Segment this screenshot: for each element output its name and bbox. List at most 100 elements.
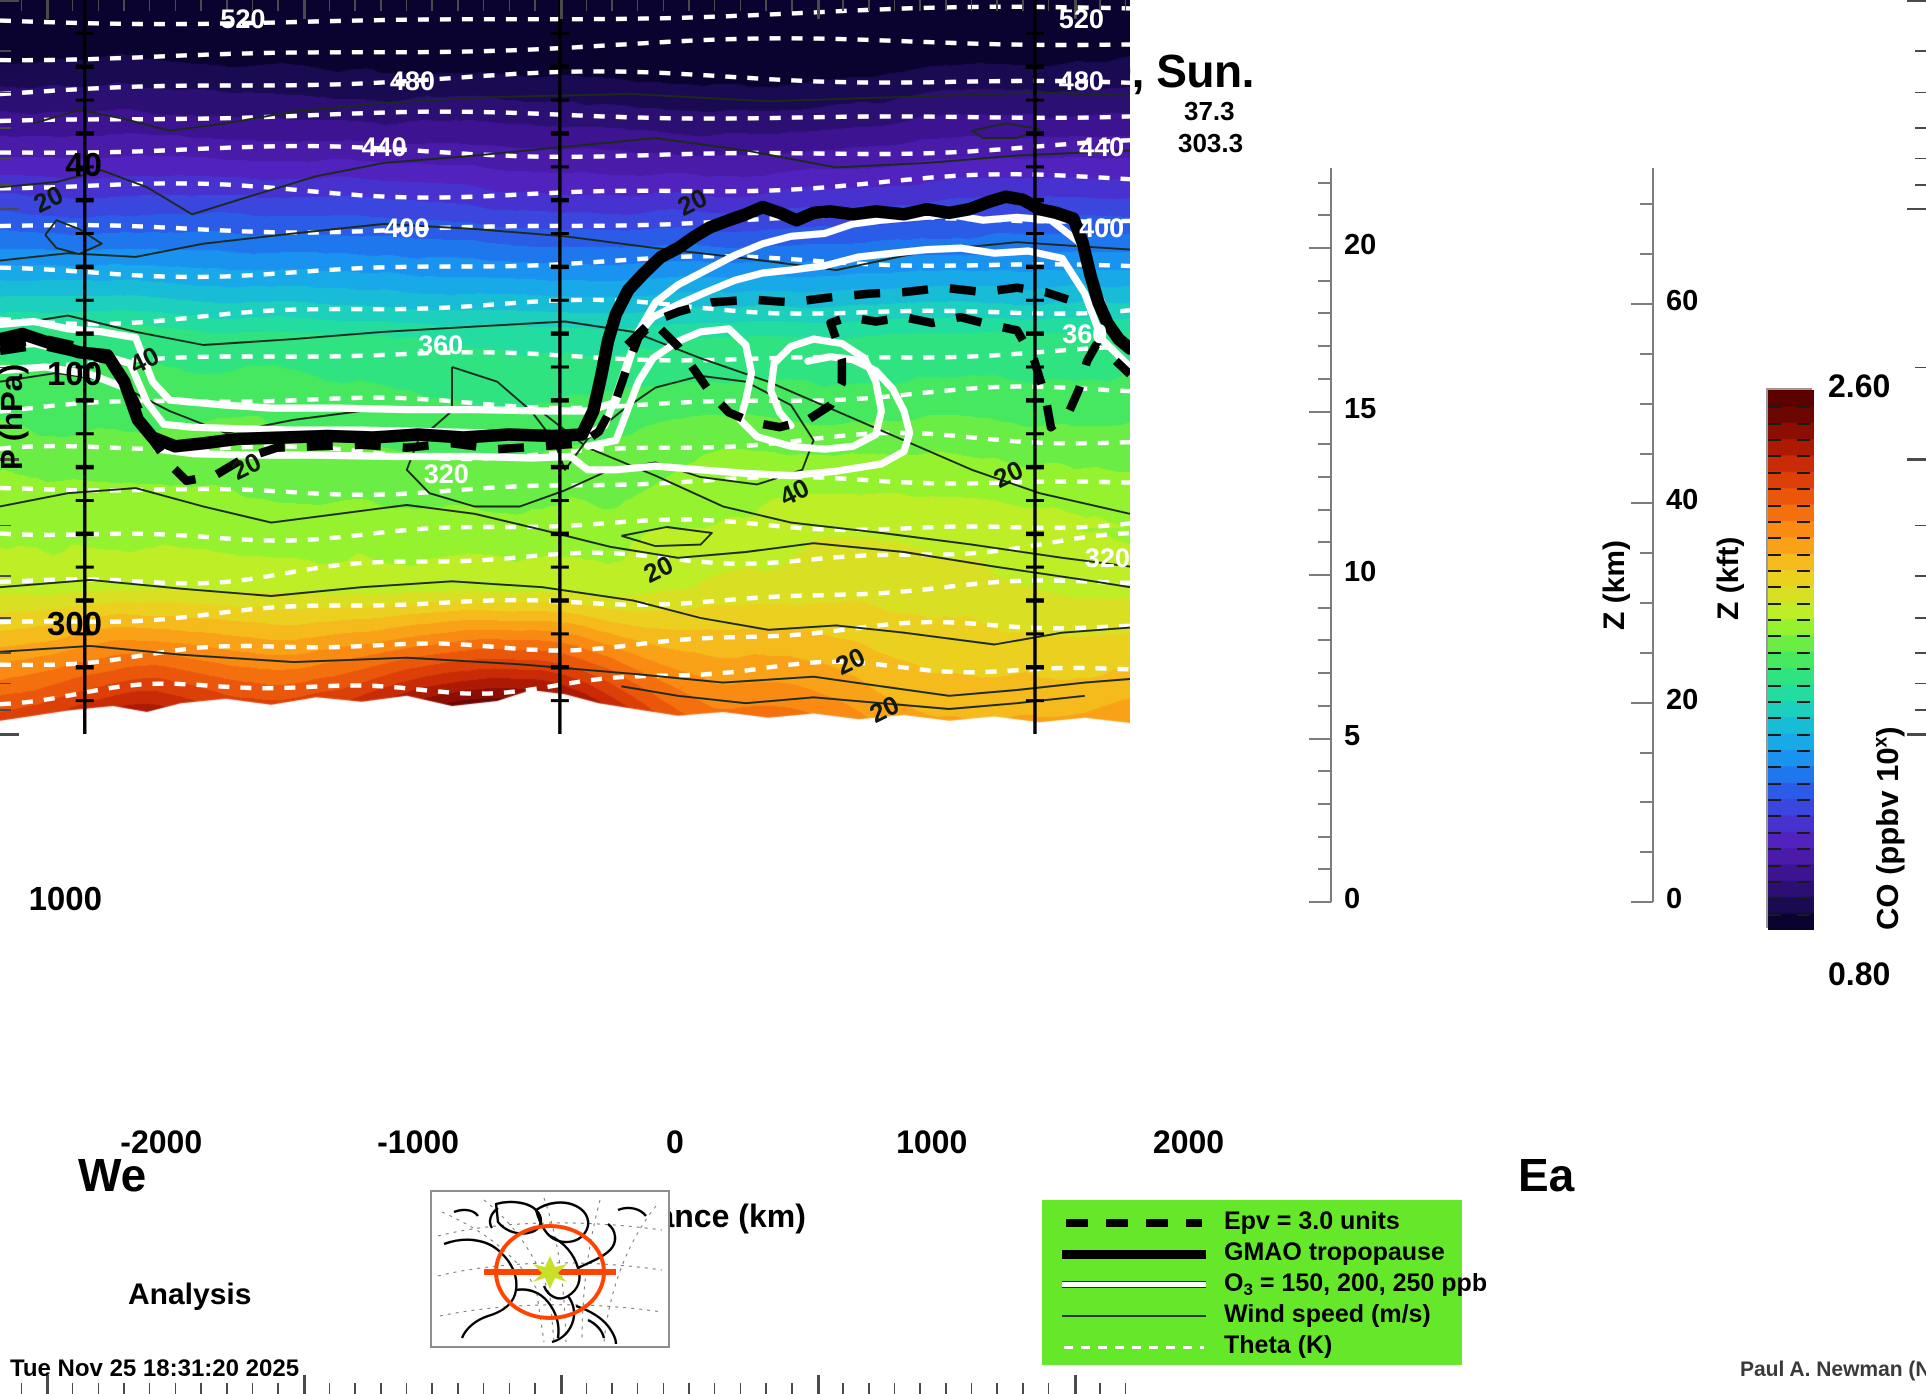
pressure-minor-tick bbox=[0, 709, 11, 711]
z-km-tick bbox=[1318, 312, 1331, 315]
legend-row: GMAO tropopause bbox=[1060, 1237, 1452, 1268]
colorbar-tick bbox=[1797, 668, 1810, 671]
distance-tick-top bbox=[765, 0, 767, 11]
pressure-major-tick bbox=[0, 0, 19, 2]
colorbar-tick bbox=[1797, 848, 1810, 851]
distance-tick-label: 2000 bbox=[1152, 1124, 1225, 1160]
z-kft-tick bbox=[1640, 253, 1653, 256]
distance-tick-top bbox=[457, 0, 459, 11]
z-km-tick bbox=[1309, 574, 1331, 577]
colorbar-tick bbox=[1768, 684, 1781, 687]
z-km-tick bbox=[1318, 279, 1331, 282]
colorbar-tick bbox=[1768, 733, 1781, 736]
z-km-tick bbox=[1309, 737, 1331, 740]
z-km-tick bbox=[1318, 377, 1331, 380]
legend-box: Epv = 3.0 units GMAO tropopause O3 = 150, … bbox=[1042, 1200, 1487, 1365]
colorbar-tick bbox=[1797, 750, 1810, 752]
z-kft-tick bbox=[1640, 352, 1653, 355]
pressure-major-tick bbox=[0, 733, 19, 736]
z-km-tick bbox=[1318, 704, 1331, 707]
distance-tick-top bbox=[380, 0, 382, 11]
distance-tick-top bbox=[20, 0, 23, 11]
colorbar-tick bbox=[1768, 913, 1781, 916]
legend-label: GMAO tropopause bbox=[1224, 1238, 1445, 1266]
pressure-minor-tick bbox=[0, 91, 11, 94]
wind-speed-contour bbox=[0, 578, 1130, 646]
distance-tick-top bbox=[945, 0, 947, 11]
colorbar-min-label: 0.80 bbox=[1828, 956, 1891, 992]
colorbar-tick bbox=[1797, 570, 1810, 572]
colorbar-tick bbox=[1797, 700, 1810, 703]
pressure-minor-tick bbox=[0, 652, 11, 654]
pressure-minor-tick bbox=[0, 366, 11, 368]
distance-tick-top bbox=[534, 0, 536, 11]
thick-black-line-swatch bbox=[1062, 1249, 1206, 1259]
distance-tick-label: 0 bbox=[665, 1124, 684, 1160]
colorbar-tick bbox=[1768, 848, 1781, 851]
colorbar-tick bbox=[1768, 700, 1781, 703]
colorbar-tick bbox=[1768, 651, 1781, 654]
legend-label: Wind speed (m/s) bbox=[1224, 1300, 1431, 1328]
colorbar-tick bbox=[1768, 717, 1781, 720]
distance-tick-top bbox=[354, 0, 356, 11]
wind-speed-contour bbox=[405, 366, 815, 508]
pressure-major-tick bbox=[0, 207, 19, 211]
colorbar-tick bbox=[1768, 455, 1781, 458]
distance-tick-top bbox=[174, 0, 177, 11]
z-kft-tick bbox=[1640, 552, 1653, 555]
analysis-label: Analysis bbox=[128, 1278, 252, 1311]
colorbar-tick bbox=[1768, 570, 1781, 572]
wind-speed-contour bbox=[33, 91, 1130, 132]
z-kft-axis-title: Z (kft) bbox=[1712, 536, 1745, 620]
z-km-tick bbox=[1318, 672, 1331, 675]
theta-contour bbox=[0, 344, 1130, 370]
distance-tick-top bbox=[1124, 0, 1127, 11]
legend-key-white-line bbox=[1060, 1272, 1208, 1296]
pressure-tick-label: 300 bbox=[46, 605, 102, 643]
distance-tick-top bbox=[1047, 0, 1050, 11]
colorbar-tick bbox=[1797, 439, 1810, 442]
z-km-tick bbox=[1318, 508, 1331, 511]
z-kft-tick bbox=[1640, 851, 1653, 854]
distance-tick-top bbox=[226, 0, 228, 11]
z-kft-axis-line bbox=[1652, 168, 1654, 902]
legend-key-white-dotted-line bbox=[1060, 1334, 1208, 1358]
contour-overlay bbox=[0, 0, 1130, 734]
z-km-tick bbox=[1309, 901, 1331, 903]
distance-tick-top bbox=[123, 0, 125, 11]
colorbar-tick bbox=[1797, 766, 1810, 769]
latitude-value: 37.3 bbox=[1184, 96, 1235, 126]
white-dotted-line-swatch bbox=[1064, 1345, 1204, 1349]
colorbar-tick bbox=[1768, 488, 1781, 491]
z-km-tick bbox=[1318, 835, 1331, 838]
colorbar-tick bbox=[1797, 553, 1810, 556]
z-km-tick bbox=[1318, 802, 1331, 805]
distance-tick-top bbox=[405, 0, 408, 11]
z-km-tick-label: 15 bbox=[1344, 392, 1377, 425]
colorbar-tick bbox=[1768, 602, 1781, 605]
colorbar-tick bbox=[1797, 488, 1810, 491]
z-km-tick bbox=[1318, 443, 1331, 446]
colorbar-tick bbox=[1768, 619, 1781, 622]
distance-tick-top bbox=[919, 0, 921, 11]
west-label: We bbox=[78, 1149, 147, 1201]
location-inset-map bbox=[430, 1190, 670, 1348]
theta-contour bbox=[0, 517, 1130, 543]
inset-map-svg bbox=[437, 1197, 663, 1345]
theta-contour bbox=[0, 172, 1130, 200]
distance-tick-top bbox=[482, 0, 485, 11]
distance-tick-top bbox=[970, 0, 973, 11]
z-kft-tick bbox=[1631, 502, 1653, 505]
distance-tick-top bbox=[328, 0, 331, 11]
pressure-minor-tick bbox=[0, 575, 11, 577]
z-kft-tick bbox=[1640, 751, 1653, 754]
white-line-swatch bbox=[1062, 1280, 1206, 1288]
thin-black-line-swatch bbox=[1062, 1314, 1206, 1317]
wind-speed-contour bbox=[621, 685, 1085, 710]
colorbar-tick bbox=[1797, 504, 1810, 507]
dashed-black-line-swatch bbox=[1066, 1218, 1202, 1227]
legend-row: Epv = 3.0 units bbox=[1060, 1206, 1452, 1237]
distance-tick-top bbox=[868, 0, 870, 11]
colorbar-tick bbox=[1768, 897, 1781, 900]
wind-speed-contour bbox=[0, 644, 1130, 697]
